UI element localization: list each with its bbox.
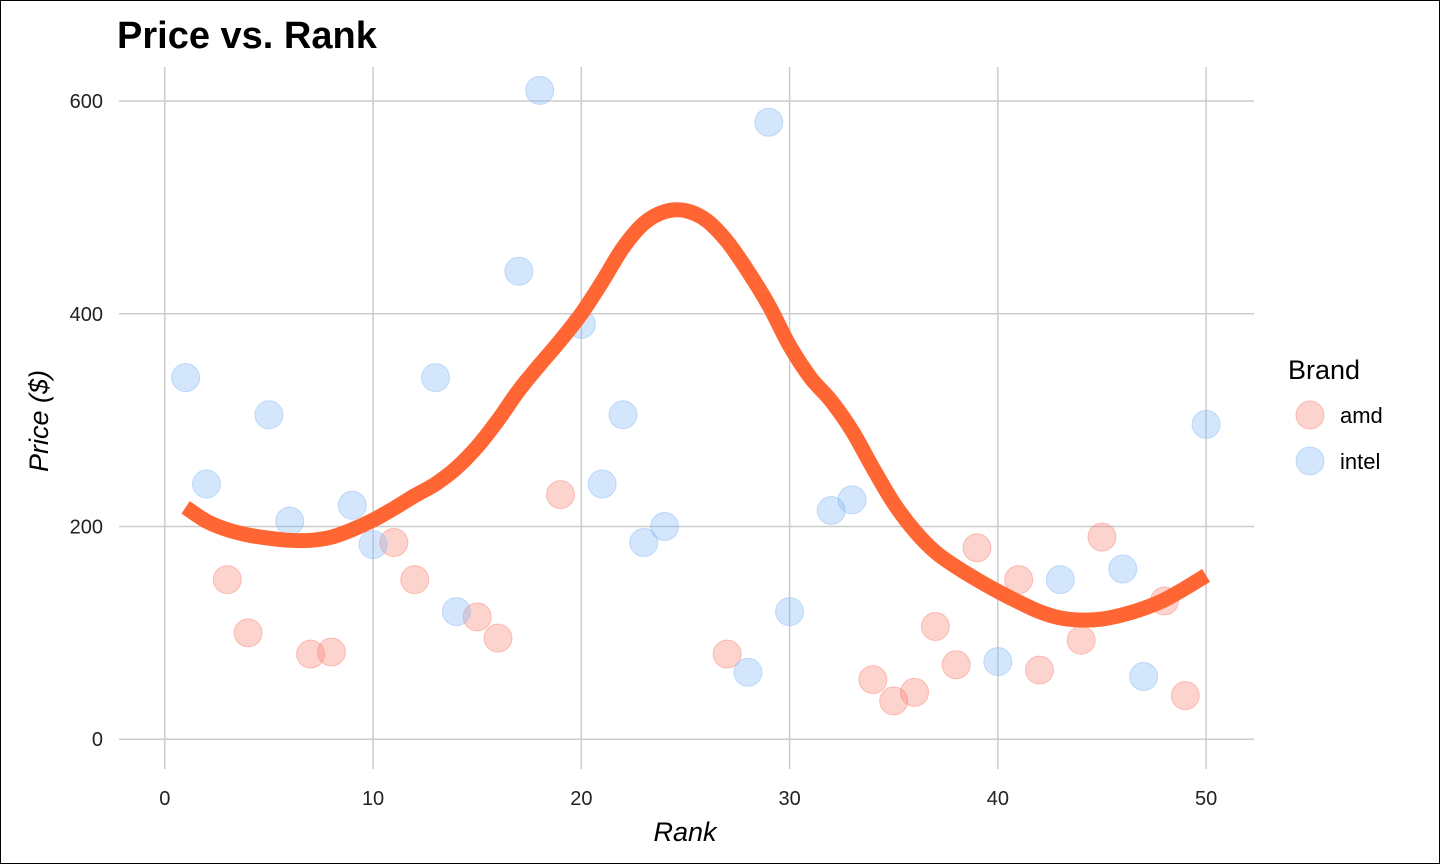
y-tick-label: 400 (70, 304, 103, 326)
x-tick-label: 10 (362, 788, 384, 810)
grid (119, 67, 1254, 769)
amd-point (1087, 522, 1117, 552)
intel-point (191, 469, 221, 499)
amd-point (1024, 655, 1054, 685)
amd-point (233, 618, 263, 648)
amd-point (1066, 625, 1096, 655)
x-tick-label: 50 (1195, 788, 1217, 810)
intel-point (650, 511, 680, 541)
x-axis-label: Rank (653, 817, 718, 847)
amd-point (462, 602, 492, 632)
intel-point (1129, 661, 1159, 691)
amd-point (962, 533, 992, 563)
y-tick-label: 600 (70, 91, 103, 113)
intel-point (525, 75, 555, 105)
x-tick-label: 0 (159, 788, 170, 810)
legend-title: Brand (1288, 355, 1360, 385)
axis-ticks: 0 10 20 30 40 50 0 200 400 600 (70, 91, 1218, 810)
trend-line (181, 202, 1211, 628)
amd-point (296, 639, 326, 669)
amd-point (941, 650, 971, 680)
legend: Brand amd intel (1288, 355, 1383, 476)
amd-point (316, 637, 346, 667)
intel-point (629, 527, 659, 557)
intel-point (816, 496, 846, 526)
x-tick-label: 20 (570, 788, 592, 810)
amd-point (879, 686, 909, 716)
amd-point (400, 565, 430, 595)
amd-point (900, 677, 930, 707)
amd-point (212, 565, 242, 595)
amd-point (1170, 681, 1200, 711)
amd-point (920, 611, 950, 641)
intel-point (1045, 565, 1075, 595)
intel-point (754, 107, 784, 137)
intel-point (254, 400, 284, 430)
legend-label-intel: intel (1340, 449, 1380, 474)
intel-point (587, 469, 617, 499)
intel-point (1108, 554, 1138, 584)
intel-point (275, 506, 305, 536)
chart-title: Price vs. Rank (117, 15, 378, 57)
y-tick-label: 0 (92, 729, 103, 751)
x-tick-label: 40 (987, 788, 1009, 810)
y-axis-label: Price ($) (24, 370, 54, 472)
legend-key-amd (1295, 400, 1325, 430)
intel-point (733, 657, 763, 687)
intel-point (337, 490, 367, 520)
intel-point (171, 363, 201, 393)
amd-point (858, 665, 888, 695)
intel-point (421, 363, 451, 393)
amd-point (712, 639, 742, 669)
x-tick-label: 30 (778, 788, 800, 810)
intel-point (608, 400, 638, 430)
intel-point (775, 597, 805, 627)
amd-point (379, 527, 409, 557)
data-points (171, 75, 1221, 716)
intel-point (1191, 409, 1221, 439)
intel-point (983, 647, 1013, 677)
amd-point (546, 480, 576, 510)
intel-point (358, 530, 388, 560)
intel-point (837, 485, 867, 515)
y-tick-label: 200 (70, 516, 103, 538)
intel-point (504, 256, 534, 286)
trend-line-layer (181, 202, 1211, 628)
legend-key-intel (1295, 446, 1325, 476)
amd-point (483, 623, 513, 653)
legend-label-amd: amd (1340, 403, 1383, 428)
intel-point (441, 597, 471, 627)
